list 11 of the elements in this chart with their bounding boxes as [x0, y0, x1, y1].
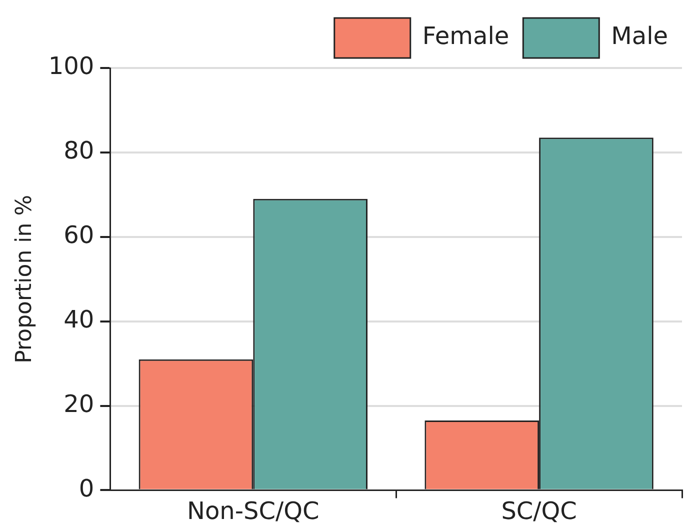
x-tick-label: SC/QC — [501, 496, 577, 525]
y-tick-label: 0 — [78, 474, 94, 502]
y-axis-title: Proportion in % — [12, 194, 37, 364]
legend-label: Male — [611, 22, 668, 50]
y-tick-label: 60 — [64, 221, 94, 250]
y-tick-label: 20 — [64, 390, 94, 418]
y-tick-label: 40 — [64, 306, 94, 334]
y-tick-label: 100 — [48, 52, 94, 80]
legend-label: Female — [422, 22, 510, 50]
y-tick-label: 80 — [64, 136, 94, 165]
x-tick-label: Non-SC/QC — [187, 496, 320, 525]
